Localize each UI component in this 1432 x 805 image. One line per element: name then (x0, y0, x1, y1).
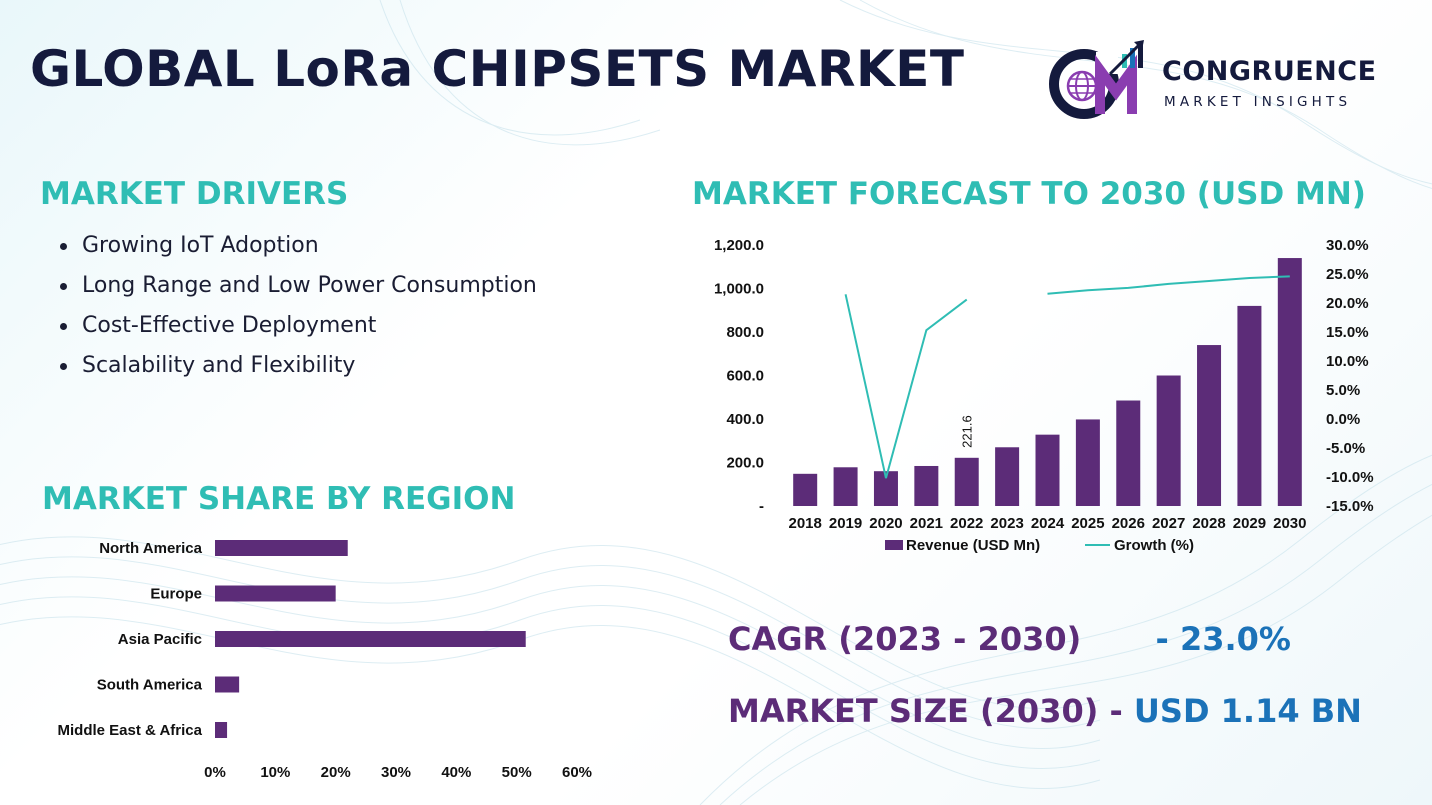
cagr-label: CAGR (2023 - 2030) (728, 620, 1082, 658)
y2-tick-label: 25.0% (1326, 266, 1369, 283)
x-tick-label: 60% (562, 764, 592, 781)
region-bar (215, 722, 228, 738)
x-tick-label: 2030 (1273, 515, 1306, 532)
market-size-kpi: MARKET SIZE (2030) - USD 1.14 BN (728, 692, 1362, 730)
revenue-bar (1156, 375, 1181, 506)
y2-tick-label: -15.0% (1326, 498, 1374, 515)
x-tick-label: 2023 (990, 515, 1023, 532)
x-tick-label: 2022 (950, 515, 983, 532)
region-chart: North America Europe Asia Pacific South Ame… (58, 540, 592, 781)
driver-item: Scalability and Flexibility (60, 350, 537, 390)
market-size-value: USD 1.14 BN (1133, 692, 1362, 730)
x-tick-label: 10% (260, 764, 290, 781)
y2-tick-label: 20.0% (1326, 295, 1369, 312)
x-tick-label: 2018 (789, 515, 822, 532)
y-tick-label: 200.0 (726, 455, 764, 472)
driver-item: Cost-Effective Deployment (60, 310, 537, 350)
revenue-bar (1035, 434, 1060, 506)
y-tick-label: 800.0 (726, 324, 764, 341)
y2-tick-label: -5.0% (1326, 440, 1365, 457)
y2-tick-label: 5.0% (1326, 382, 1360, 399)
y-tick-label: - (759, 498, 764, 515)
cm-logo-icon (1049, 40, 1144, 119)
region-label: Europe (150, 586, 202, 603)
x-tick-label: 20% (321, 764, 351, 781)
forecast-chart: - 200.0 400.0 600.0 800.0 1,000.0 1,200.0 -15.0… (714, 237, 1374, 554)
growth-line (844, 275, 1290, 479)
legend-revenue-label: Revenue (USD Mn) (906, 537, 1040, 554)
x-tick-label: 2024 (1031, 515, 1065, 532)
x-tick-label: 2029 (1233, 515, 1266, 532)
x-tick-label: 2028 (1192, 515, 1225, 532)
y-tick-label: 600.0 (726, 368, 764, 385)
region-bar (215, 585, 336, 602)
region-label: North America (99, 540, 202, 557)
region-label: Asia Pacific (118, 631, 202, 648)
driver-item: Long Range and Low Power Consumption (60, 270, 537, 310)
revenue-bar (914, 465, 939, 506)
region-label: South America (97, 677, 203, 694)
cagr-kpi: CAGR (2023 - 2030) - 23.0% (728, 620, 1291, 658)
x-tick-label: 0% (204, 764, 226, 781)
legend-revenue-swatch (885, 540, 903, 550)
drivers-title: MARKET DRIVERS (40, 176, 349, 212)
y-tick-label: 1,000.0 (714, 281, 764, 298)
revenue-bar (793, 473, 818, 506)
logo-subtitle: MARKET INSIGHTS (1164, 94, 1352, 110)
legend-growth-label: Growth (%) (1114, 537, 1194, 554)
revenue-bar (1277, 258, 1302, 506)
revenue-bar (1075, 419, 1100, 506)
x-tick-label: 50% (502, 764, 532, 781)
x-tick-label: 30% (381, 764, 411, 781)
logo-name: CONGRUENCE (1162, 56, 1377, 87)
driver-item: Growing IoT Adoption (60, 230, 537, 270)
y2-tick-label: -10.0% (1326, 469, 1374, 486)
region-bar (215, 540, 348, 556)
revenue-bar (1197, 345, 1222, 506)
region-title: MARKET SHARE BY REGION (42, 481, 516, 517)
y-tick-label: 1,200.0 (714, 237, 764, 254)
x-tick-label: 2021 (910, 515, 943, 532)
revenue-bar (954, 457, 979, 506)
region-label: Middle East & Africa (58, 722, 203, 739)
y2-tick-label: 15.0% (1326, 324, 1369, 341)
y2-tick-label: 10.0% (1326, 353, 1369, 370)
y-tick-label: 400.0 (726, 411, 764, 428)
x-tick-label: 2019 (829, 515, 862, 532)
logo: CONGRUENCE MARKET INSIGHTS (1044, 40, 1404, 120)
y2-tick-label: 30.0% (1326, 237, 1369, 254)
x-tick-label: 40% (441, 764, 471, 781)
x-tick-label: 2026 (1112, 515, 1145, 532)
region-bar (215, 631, 526, 647)
data-label: 221.6 (960, 415, 975, 448)
revenue-bar (995, 447, 1020, 506)
cagr-value: - 23.0% (1155, 620, 1291, 658)
page-title: GLOBAL LoRa CHIPSETS MARKET (30, 40, 965, 98)
revenue-bar (833, 467, 858, 506)
market-size-label: MARKET SIZE (2030) - (728, 692, 1123, 730)
y2-tick-label: 0.0% (1326, 411, 1360, 428)
revenue-bar (1237, 305, 1262, 506)
x-tick-label: 2020 (869, 515, 902, 532)
forecast-title: MARKET FORECAST TO 2030 (USD MN) (692, 176, 1366, 212)
x-tick-label: 2027 (1152, 515, 1185, 532)
drivers-list: Growing IoT Adoption Long Range and Low … (60, 230, 537, 390)
revenue-bar (1116, 400, 1141, 506)
region-bar (215, 676, 240, 693)
x-tick-label: 2025 (1071, 515, 1104, 532)
